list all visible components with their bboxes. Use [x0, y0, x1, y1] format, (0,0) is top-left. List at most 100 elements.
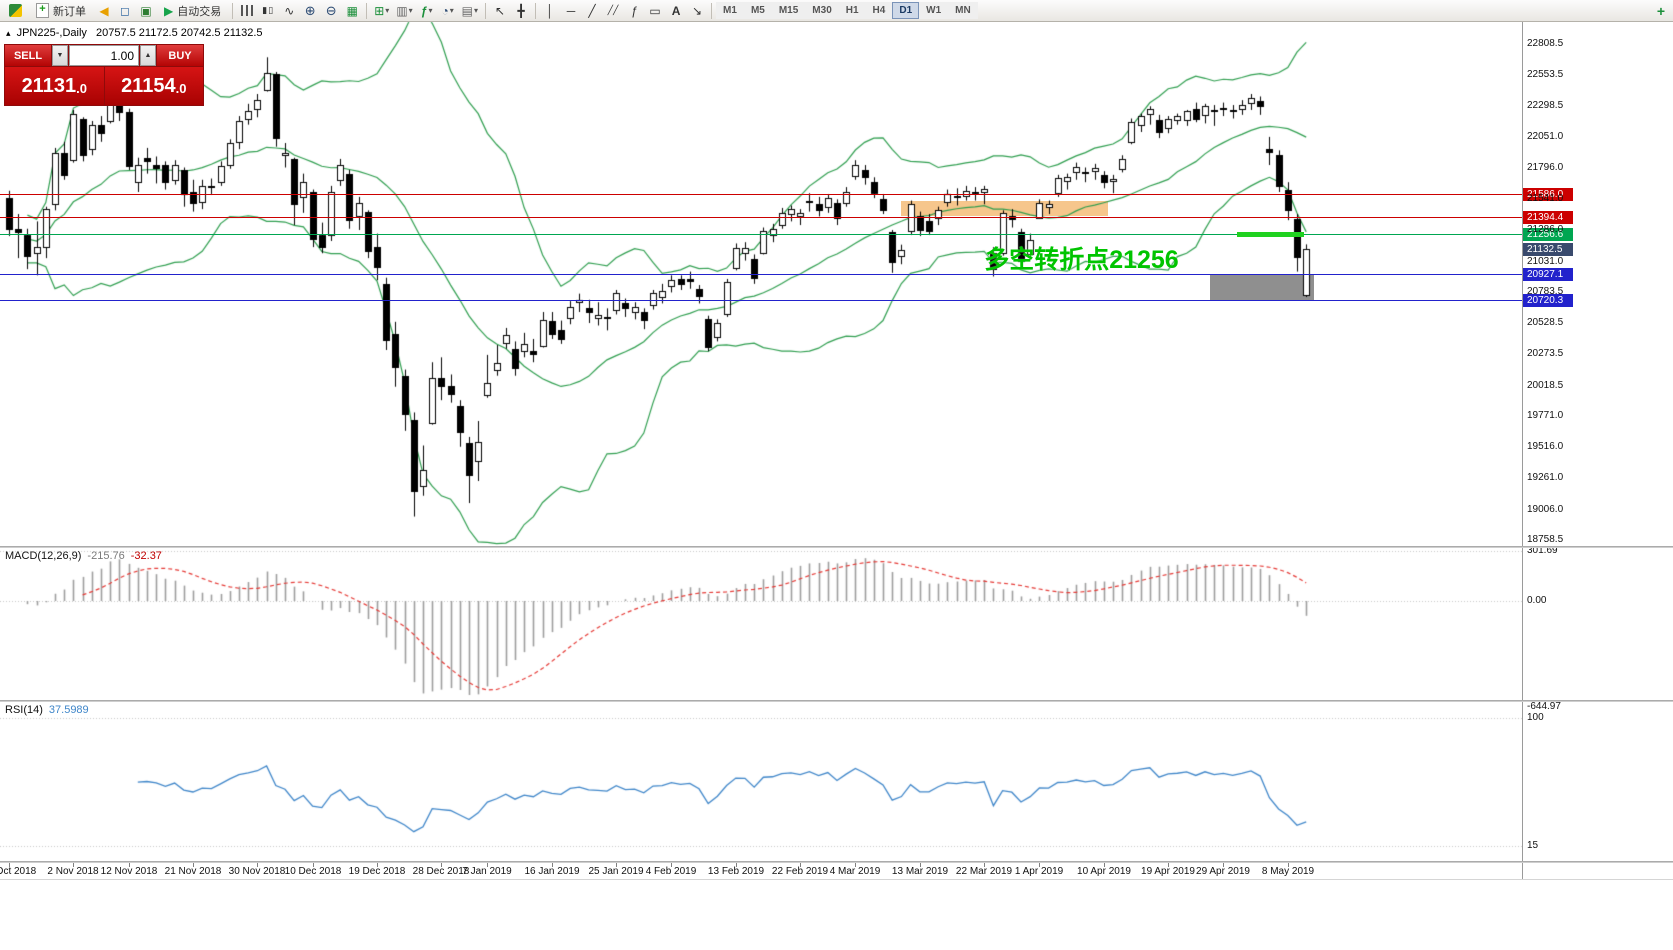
text-tool-button[interactable]: A [666, 1, 686, 20]
date-tick [920, 863, 921, 867]
pane-separator[interactable] [0, 861, 1673, 863]
candlestick-chart-button[interactable]: ▮▯ [258, 1, 278, 20]
toolbar-separator [232, 2, 234, 19]
arrow-icon: ↘ [692, 3, 703, 18]
templates-button[interactable]: ▤ ▾ [459, 1, 481, 20]
indicators-button[interactable]: ƒ ▾ [417, 1, 437, 20]
auto-trading-button[interactable]: ▶ 自动交易 [157, 1, 228, 20]
timeframe-button-M5[interactable]: M5 [743, 2, 772, 19]
cursor-button[interactable]: ↖ [490, 1, 510, 20]
price-axis-label: 19516.0 [1527, 441, 1564, 453]
trendline-button[interactable]: ╱ [582, 1, 602, 20]
price-line-21256.6[interactable] [0, 234, 1522, 235]
horizontal-line-button[interactable]: ─ [561, 1, 581, 20]
line-chart-button[interactable]: ∿ [279, 1, 299, 20]
crosshair-button[interactable]: ╋ [511, 1, 531, 20]
channel-button[interactable]: ╱╱ [603, 1, 623, 20]
date-tick [552, 863, 553, 867]
play-icon: ▶ [164, 3, 174, 18]
profiles-icon: ▥ [396, 3, 408, 18]
empty-strip [0, 881, 1673, 950]
timeframe-button-H4[interactable]: H4 [865, 2, 893, 19]
volume-input[interactable] [69, 45, 139, 66]
date-tick [736, 863, 737, 867]
date-tick [855, 863, 856, 867]
cursor-icon: ↖ [495, 3, 506, 18]
price-line-21586.0[interactable] [0, 194, 1522, 195]
chevron-down-icon: ▾ [385, 6, 390, 15]
date-axis-label: 7 Jan 2019 [462, 866, 512, 877]
crosshair-icon: ╋ [517, 3, 525, 18]
terminal-button[interactable]: ◻ [115, 1, 135, 20]
price-line-20720.3[interactable] [0, 300, 1522, 301]
vertical-line-button[interactable]: │ [540, 1, 560, 20]
price-axis-label: 18758.5 [1527, 534, 1564, 545]
periods-button[interactable]: ◔ ▾ [438, 1, 458, 20]
new-order-label: 新订单 [53, 5, 86, 18]
macd-axis-label: -644.97 [1527, 701, 1561, 713]
price-axis-label: 20018.5 [1527, 379, 1564, 391]
one-click-collapse-icon[interactable]: ▴ [6, 28, 11, 38]
date-tick [1223, 863, 1224, 867]
date-axis-label: 12 Nov 2018 [100, 866, 158, 877]
toolbar-separator [366, 2, 368, 19]
vertical-line-icon: │ [546, 3, 554, 18]
toolbar-separator [535, 2, 537, 19]
date-axis-label: 13 Feb 2019 [707, 866, 765, 877]
new-order-icon: + [36, 3, 49, 18]
timeframe-button-M15[interactable]: M15 [771, 2, 806, 19]
price-tag-20927.1: 20927.1 [1523, 268, 1573, 281]
timeframe-button-MN[interactable]: MN [948, 2, 978, 19]
price-axis-label: 19006.0 [1527, 503, 1564, 515]
rsi-value: 37.5989 [48, 704, 89, 716]
new-chart-button[interactable]: ⊞ ▾ [371, 1, 392, 20]
volume-increase-button[interactable]: ▲ [140, 45, 156, 66]
rsi-axis-label: 100 [1527, 712, 1544, 723]
fibonacci-button[interactable]: ƒ [624, 1, 644, 20]
date-axis-label: 22 Mar 2019 [955, 866, 1013, 877]
buy-button[interactable]: BUY [157, 45, 203, 66]
timeframe-button-M30[interactable]: M30 [805, 2, 839, 19]
bar-chart-button[interactable] [237, 1, 257, 20]
price-line-21394.4[interactable] [0, 217, 1522, 218]
pivot-level-segment[interactable] [1237, 231, 1305, 237]
date-tick [257, 863, 258, 867]
zoom-out-button[interactable]: ⊖ [321, 1, 341, 20]
zoom-out-icon: ⊖ [325, 3, 337, 18]
alerts-button[interactable]: ◀ [94, 1, 114, 20]
tile-windows-button[interactable]: ▦ [342, 1, 362, 20]
sell-price-panel[interactable]: 21131.0 [5, 67, 104, 105]
zoom-in-button[interactable]: ⊕ [300, 1, 320, 20]
axis-bottom-border [0, 879, 1673, 880]
pane-separator[interactable] [0, 700, 1673, 702]
profiles-button[interactable]: ▥ ▾ [393, 1, 415, 20]
volume-decrease-button[interactable]: ▼ [52, 45, 68, 66]
price-line-20927.1[interactable] [0, 274, 1522, 275]
buy-price-panel[interactable]: 21154.0 [104, 67, 203, 105]
price-axis-label: 22553.5 [1527, 69, 1564, 81]
timeframe-button-D1[interactable]: D1 [892, 2, 920, 19]
price-tag-20720.3: 20720.3 [1523, 294, 1573, 307]
timeframe-button-H1[interactable]: H1 [838, 2, 866, 19]
line-chart-icon: ∿ [284, 3, 295, 18]
timeframe-button-W1[interactable]: W1 [919, 2, 949, 19]
arrows-tool-button[interactable]: ↘ [687, 1, 707, 20]
indicators-icon: ƒ [420, 3, 428, 18]
new-order-button[interactable]: + 新订单 [29, 1, 93, 20]
pane-separator[interactable] [0, 546, 1673, 548]
date-tick [441, 863, 442, 867]
sell-button[interactable]: SELL [5, 45, 51, 66]
toolbar-separator [711, 2, 713, 19]
shapes-button[interactable]: ▭ [645, 1, 665, 20]
clock-icon: ◔ [441, 3, 449, 18]
timeframe-button-M1[interactable]: M1 [716, 2, 744, 19]
date-axis-label: 1 Apr 2019 [1014, 866, 1064, 877]
expand-toolbar-button[interactable]: + [1651, 1, 1671, 20]
chart-window-button[interactable]: ▣ [136, 1, 156, 20]
price-axis-border [1522, 22, 1523, 880]
date-axis-label: 13 Mar 2019 [891, 866, 949, 877]
price-axis-label: 21541.0 [1527, 193, 1564, 205]
date-axis-label: 8 May 2019 [1261, 866, 1315, 877]
